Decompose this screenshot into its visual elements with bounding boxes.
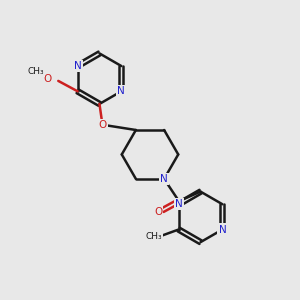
- Text: O: O: [154, 207, 162, 217]
- Text: N: N: [118, 86, 125, 96]
- Text: N: N: [175, 199, 182, 209]
- Text: N: N: [218, 224, 226, 235]
- Text: O: O: [44, 74, 52, 84]
- Text: N: N: [74, 61, 82, 71]
- Text: O: O: [98, 120, 106, 130]
- Text: N: N: [160, 174, 168, 184]
- Text: CH₃: CH₃: [28, 68, 44, 76]
- Text: CH₃: CH₃: [145, 232, 162, 242]
